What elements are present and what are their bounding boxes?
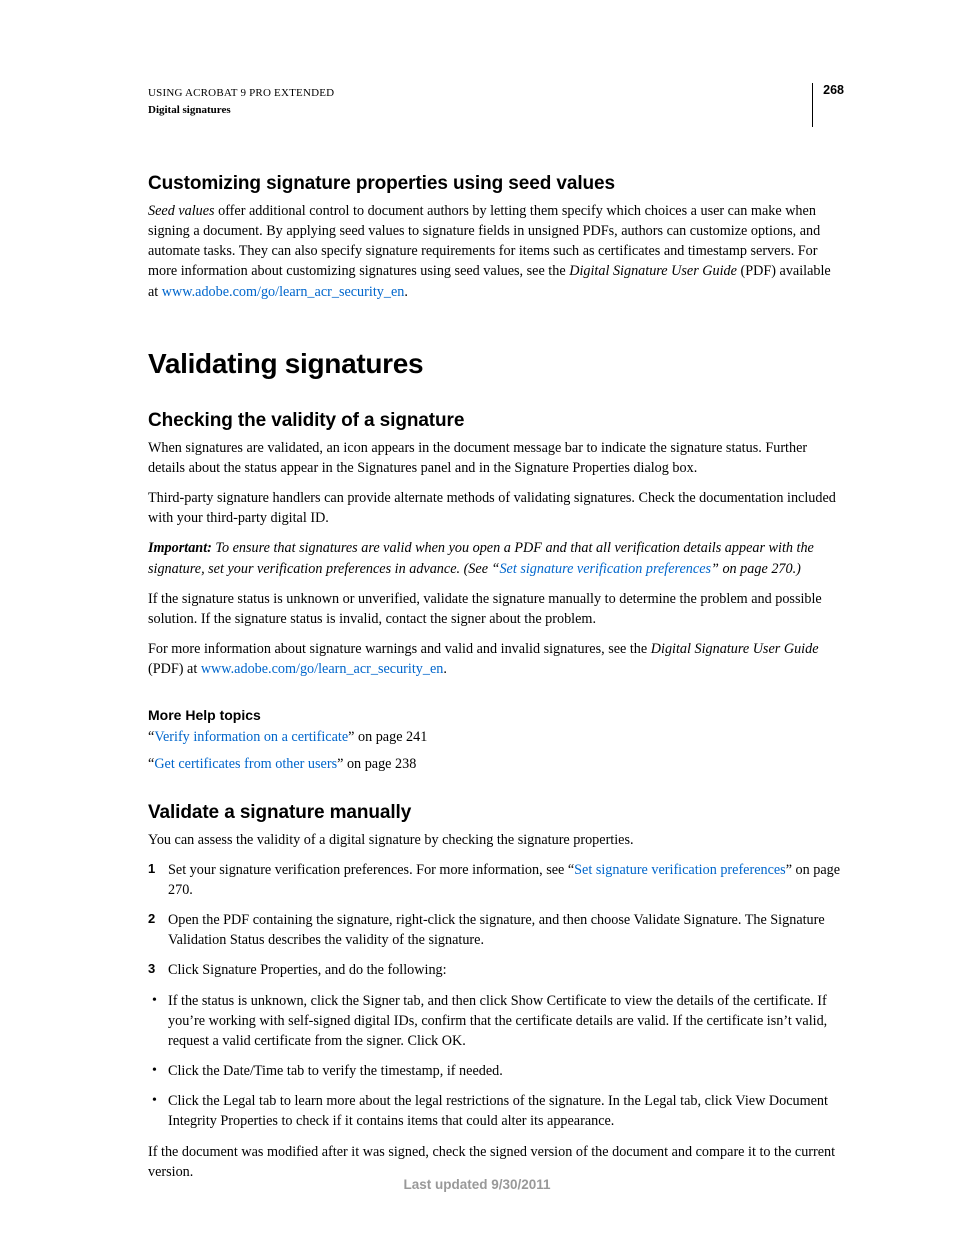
text: . — [443, 661, 447, 677]
list-item: If the status is unknown, click the Sign… — [148, 991, 844, 1051]
heading-seed-values: Customizing signature properties using s… — [148, 173, 844, 195]
list-item: 2 Open the PDF containing the signature, … — [148, 910, 844, 950]
text: ” on page 270.) — [711, 561, 801, 577]
doc-title: Digital Signature User Guide — [651, 641, 819, 657]
list-item: 3 Click Signature Properties, and do the … — [148, 960, 844, 980]
doc-title: Digital Signature User Guide — [569, 263, 737, 279]
list-number: 2 — [148, 910, 155, 928]
heading-checking-validity: Checking the validity of a signature — [148, 410, 844, 432]
text: ” on page 241 — [348, 729, 427, 745]
list-item: 1 Set your signature verification prefere… — [148, 860, 844, 900]
section-seed-values: Customizing signature properties using s… — [148, 173, 844, 302]
link-get-certs[interactable]: Get certificates from other users — [154, 756, 337, 772]
link-verify-cert[interactable]: Verify information on a certificate — [154, 729, 348, 745]
page-number: 268 — [812, 83, 844, 127]
ordered-list: 1 Set your signature verification prefere… — [148, 860, 844, 981]
text-italic: Seed values — [148, 203, 215, 219]
paragraph: If the document was modified after it wa… — [148, 1142, 844, 1182]
page-header: USING ACROBAT 9 PRO EXTENDED Digital sig… — [148, 85, 844, 127]
paragraph: If the signature status is unknown or un… — [148, 589, 844, 629]
list-item: Click the Date/Time tab to verify the ti… — [148, 1061, 844, 1081]
text: Open the PDF containing the signature, r… — [168, 912, 825, 948]
text: For more information about signature war… — [148, 641, 651, 657]
link-security-guide[interactable]: www.adobe.com/go/learn_acr_security_en — [162, 284, 405, 300]
list-item: Click the Legal tab to learn more about … — [148, 1091, 844, 1131]
list-number: 1 — [148, 860, 155, 878]
section-checking-validity: Checking the validity of a signature Whe… — [148, 410, 844, 680]
header-product: USING ACROBAT 9 PRO EXTENDED — [148, 85, 334, 102]
text: (PDF) at — [148, 661, 201, 677]
paragraph: Seed values offer additional control to … — [148, 201, 844, 302]
paragraph: Third-party signature handlers can provi… — [148, 488, 844, 528]
heading-validating-signatures: Validating signatures — [148, 348, 844, 380]
paragraph: You can assess the validity of a digital… — [148, 830, 844, 850]
text: Set your signature verification preferen… — [168, 862, 574, 878]
header-chapter: Digital signatures — [148, 102, 334, 119]
footer-updated: Last updated 9/30/2011 — [0, 1177, 954, 1192]
header-left: USING ACROBAT 9 PRO EXTENDED Digital sig… — [148, 85, 334, 118]
help-topic: “Verify information on a certificate” on… — [148, 727, 844, 747]
important-label: Important: — [148, 540, 215, 556]
text: ” on page 238 — [337, 756, 416, 772]
text: . — [404, 284, 408, 300]
link-verification-prefs[interactable]: Set signature verification preferences — [574, 862, 786, 878]
text: Click Signature Properties, and do the f… — [168, 962, 447, 978]
paragraph: For more information about signature war… — [148, 639, 844, 679]
important-note: Important: To ensure that signatures are… — [148, 538, 844, 578]
heading-more-help: More Help topics — [148, 707, 844, 723]
list-number: 3 — [148, 960, 155, 978]
help-topic: “Get certificates from other users” on p… — [148, 754, 844, 774]
paragraph: When signatures are validated, an icon a… — [148, 438, 844, 478]
bullet-list: If the status is unknown, click the Sign… — [148, 991, 844, 1132]
link-verification-prefs[interactable]: Set signature verification preferences — [499, 561, 711, 577]
link-security-guide[interactable]: www.adobe.com/go/learn_acr_security_en — [201, 661, 444, 677]
heading-validate-manually: Validate a signature manually — [148, 802, 844, 824]
